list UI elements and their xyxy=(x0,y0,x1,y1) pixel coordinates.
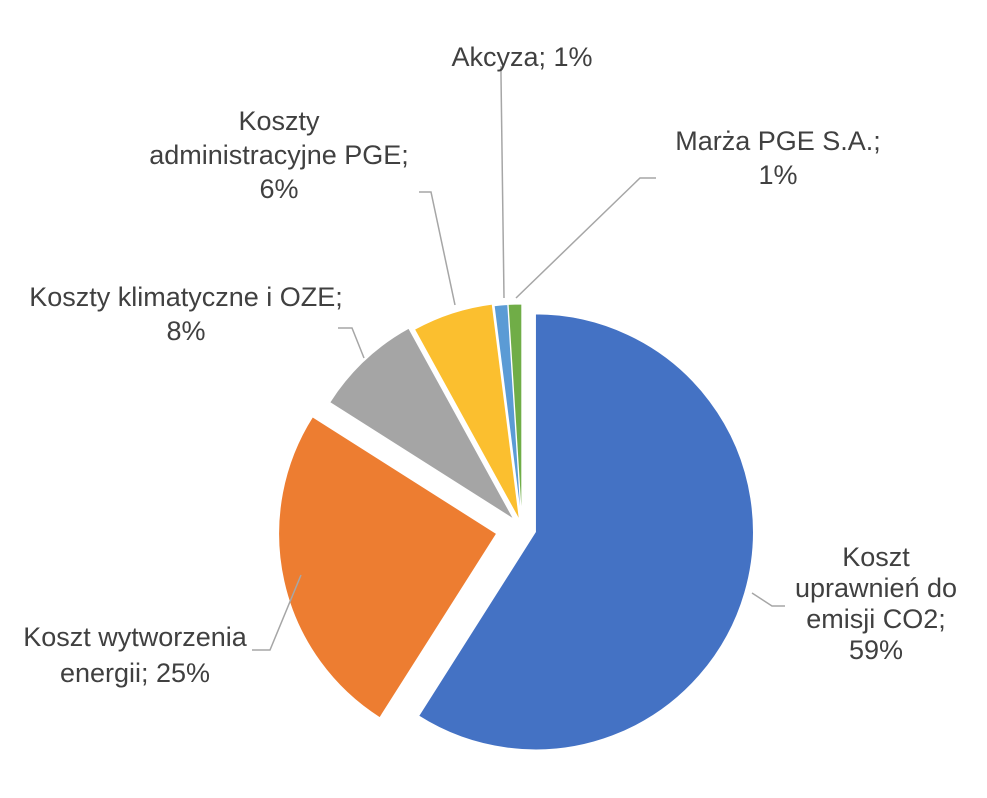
data-label-line: Koszt xyxy=(842,542,910,572)
leader-line-4 xyxy=(419,191,456,306)
data-label-6: Marża PGE S.A.; 1% xyxy=(675,126,881,190)
data-label-3: Koszty klimatyczne i OZE; 8% xyxy=(29,282,343,346)
data-label-line: administracyjne PGE; xyxy=(149,140,409,170)
leader-line-5 xyxy=(500,66,505,299)
data-label-line: 1% xyxy=(758,160,797,190)
data-label-line: energii; 25% xyxy=(60,658,210,688)
data-label-line: 6% xyxy=(259,174,298,204)
pie-slice-4 xyxy=(413,303,521,521)
data-label-line: 59% xyxy=(849,635,903,665)
data-label-1: Koszt uprawnień do emisji CO2; 59% xyxy=(795,542,957,665)
data-labels-layer: Koszt uprawnień do emisji CO2; 59% Koszt wyt… xyxy=(23,42,957,688)
data-label-line: Marża PGE S.A.; xyxy=(675,126,881,156)
data-label-4: Koszty administracyjne PGE; 6% xyxy=(149,106,409,204)
pie-slice-3 xyxy=(329,327,515,520)
data-label-5: Akcyza; 1% xyxy=(451,42,592,72)
data-label-line: Koszty klimatyczne i OZE; xyxy=(29,282,343,312)
leader-line-3 xyxy=(338,327,365,359)
pie-slice-6 xyxy=(507,303,523,523)
leader-line-6 xyxy=(515,177,656,299)
data-label-line: Koszt wytworzenia xyxy=(23,622,248,652)
data-label-line: uprawnień do xyxy=(795,573,957,603)
pie-slice-2 xyxy=(278,416,498,719)
data-label-line: 8% xyxy=(166,316,205,346)
leader-lines-layer xyxy=(252,66,785,651)
data-label-line: Akcyza; 1% xyxy=(451,42,592,72)
leader-line-2 xyxy=(252,574,302,651)
pie-slice-1 xyxy=(417,313,754,751)
data-label-line: emisji CO2; xyxy=(806,604,946,634)
data-label-2: Koszt wytworzenia energii; 25% xyxy=(23,622,248,688)
leader-line-1 xyxy=(751,592,785,607)
slices-layer xyxy=(278,303,754,751)
data-label-line: Koszty xyxy=(238,106,320,136)
